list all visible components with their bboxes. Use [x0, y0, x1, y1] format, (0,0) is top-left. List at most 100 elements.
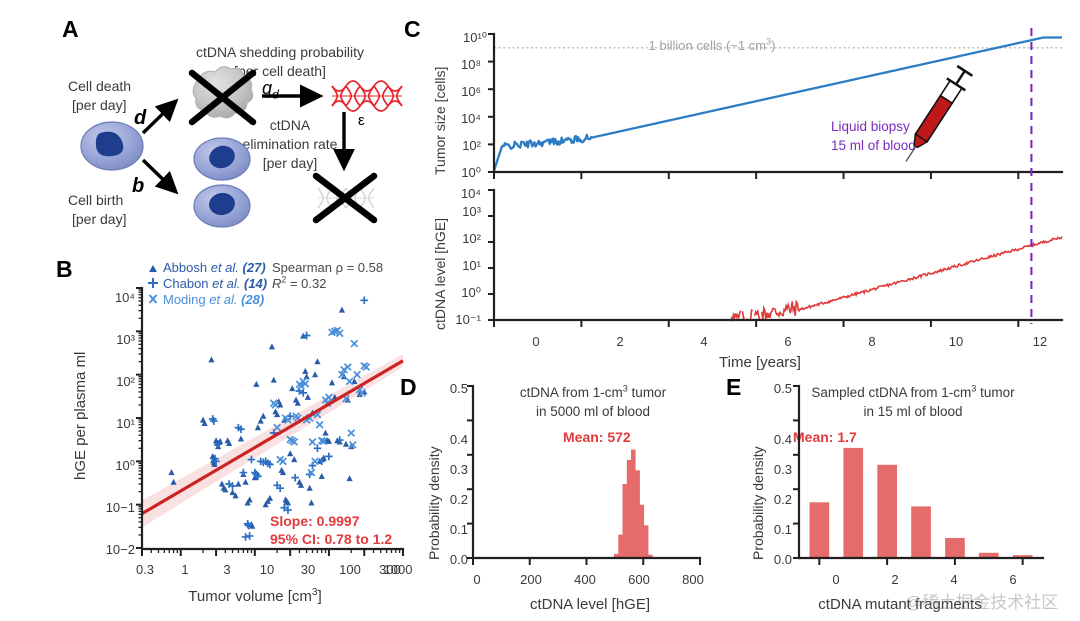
scatter-point: [328, 379, 336, 386]
panel-b-plot: [136, 286, 405, 556]
scatter-point: [350, 339, 359, 348]
panel-e-ytick-5: 0.5: [773, 381, 792, 396]
panel-d-title-line2: in 5000 ml of blood: [535, 404, 651, 419]
panel-e-ytick-1: 0.1: [773, 522, 792, 537]
histogram-bar: [618, 534, 623, 558]
scatter-point: [279, 469, 287, 476]
scatter-point: [260, 412, 267, 419]
scatter-point: [311, 371, 319, 378]
histogram-bar: [643, 525, 649, 558]
scatter-point: [290, 438, 299, 446]
scatter-point: [168, 469, 175, 476]
scatter-point: [317, 457, 326, 466]
scatter-point: [212, 457, 220, 466]
panel-d-ytick-1: 0.1: [449, 522, 468, 537]
scatter-point: [253, 380, 260, 387]
panel-b-xtick-7: 1000: [383, 562, 413, 577]
histogram-bar: [809, 502, 830, 558]
histogram-bar: [843, 447, 864, 558]
scatter-point: [289, 385, 296, 392]
histogram-bar: [911, 506, 931, 558]
scatter-point: [314, 358, 321, 365]
daughter-cell-icon-1: [193, 137, 251, 181]
histogram-bar: [945, 538, 965, 558]
panel-c-xtick-1: 2: [616, 334, 624, 349]
panel-d-mean-label: Mean: 572: [563, 429, 631, 445]
scatter-point: [222, 486, 229, 493]
scatter-point: [274, 411, 281, 418]
scatter-point: [273, 423, 282, 432]
panel-b-xtick-6: 300: [379, 562, 401, 577]
scatter-point: [351, 377, 358, 384]
panel-b-ytick-4: 10²: [116, 374, 135, 389]
scatter-point: [270, 376, 277, 383]
scatter-point: [244, 521, 253, 530]
panel-e-title-line1: Sampled ctDNA from 1-cm3 tumor: [811, 383, 1015, 400]
panel-a-cell-death-label: Cell death: [68, 78, 132, 94]
panel-e-ytick-3: 0.3: [773, 462, 792, 477]
panel-b-legend-markers: [148, 265, 158, 304]
scatter-point: [325, 452, 333, 461]
scatter-point: [208, 356, 215, 363]
scatter-point: [284, 416, 292, 424]
ctdna-level-curve: [753, 308, 761, 321]
panel-b-letter: B: [56, 256, 73, 282]
panel-b-ytick-1: 10−1: [105, 500, 135, 515]
panel-c-threshold-label: 1 billion cells (~1 cm3): [648, 36, 776, 53]
panel-b-spearman: Spearman ρ = 0.58: [272, 260, 384, 275]
watermark: @稀土掘金技术社区: [905, 593, 1059, 612]
panel-c-bot-ytick-4: 10³: [462, 204, 481, 219]
panel-c-biopsy-line2: 15 ml of blood: [831, 138, 916, 153]
panel-a-rate-b: b: [132, 175, 145, 197]
scatter-point: [254, 472, 262, 481]
panel-b-r2: R2 = 0.32: [272, 274, 327, 291]
scatter-point: [302, 331, 311, 340]
panel-b-xtick-5: 100: [339, 562, 361, 577]
panel-b-slope-annotation: Slope: 0.9997: [270, 513, 360, 529]
scatter-point: [232, 492, 239, 499]
panel-e-xtick-2: 4: [950, 572, 958, 587]
scatter-point: [297, 481, 305, 488]
ctdna-level-curve: [761, 236, 1063, 321]
legend-item-abbosh: Abbosh et al. (27): [163, 260, 266, 275]
daughter-cell-icon-2: [193, 184, 251, 228]
parent-cell-icon: [80, 121, 144, 171]
scatter-point: [287, 450, 294, 457]
dead-cell-icon: [188, 66, 257, 126]
panel-c-top-ytick-4: 10⁸: [461, 57, 481, 72]
panel-d-xtick-3: 600: [628, 572, 650, 587]
scatter-point: [362, 363, 371, 371]
scatter-point: [242, 478, 249, 485]
panel-e-title-line2: in 15 ml of blood: [863, 404, 963, 419]
scatter-point: [214, 440, 222, 448]
scatter-point: [297, 382, 305, 390]
panel-a-rate-d: d: [134, 107, 147, 129]
scatter-point: [276, 484, 284, 492]
scatter-point: [284, 506, 292, 514]
panel-b-xtick-3: 10: [259, 562, 275, 577]
histogram-bar: [1012, 555, 1033, 558]
histogram-bar: [639, 504, 645, 558]
scatter-point: [301, 379, 310, 388]
panel-c-top-ytick-5: 10¹⁰: [462, 30, 487, 45]
scatter-point: [268, 343, 275, 350]
panel-c-xlabel: Time [years]: [719, 354, 801, 371]
panel-d-xlabel: ctDNA level [hGE]: [529, 596, 651, 613]
panel-a-elimination-line1: ctDNA: [269, 117, 311, 133]
ctdna-level-curve: [730, 310, 742, 323]
panel-c-biopsy-line1: Liquid biopsy: [831, 119, 910, 134]
panel-c-top-ytick-3: 10⁶: [461, 84, 481, 99]
panel-b-xtick-2: 3: [223, 562, 231, 577]
scatter-point: [239, 468, 248, 477]
panel-c-bot-ytick-3: 10²: [462, 231, 481, 246]
scatter-point: [348, 440, 357, 449]
scatter-point: [335, 436, 344, 444]
panel-d-ytick-5: 0.5: [449, 381, 468, 396]
scatter-point: [307, 468, 316, 477]
panel-b-ytick-5: 10³: [116, 332, 135, 347]
panel-a-diagram: [80, 66, 403, 228]
panel-c-top-ytick-2: 10⁴: [460, 111, 481, 126]
scatter-point: [211, 460, 218, 467]
tumor-growth-curve: [492, 36, 1063, 171]
